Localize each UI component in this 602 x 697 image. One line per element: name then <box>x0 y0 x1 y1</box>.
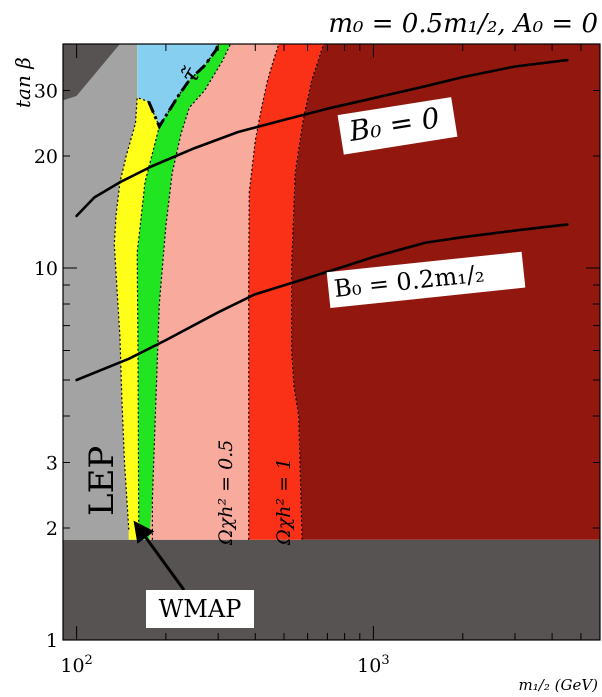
x-tick-label: 103 <box>357 653 389 677</box>
y-tick-label: 1 <box>46 630 58 652</box>
wmap-box <box>146 590 254 628</box>
region-omega-half-to-one <box>248 44 324 540</box>
y-tick-label: 20 <box>34 146 58 168</box>
region-stau <box>137 44 219 127</box>
y-tick-label: 2 <box>46 518 58 540</box>
plot-frame <box>62 43 601 641</box>
region-wmap <box>128 44 231 540</box>
boundary-wmap-left <box>136 44 219 540</box>
region-lep <box>63 44 138 540</box>
y-axis-label: tan β <box>11 57 35 108</box>
ticks-layer: 102 103 1 2 3 10 20 30 <box>34 43 600 677</box>
omega-half-label: Ωχh² = 0.5 <box>215 440 237 546</box>
boundary-omega-half <box>248 44 280 540</box>
series-line-b0-frac <box>75 223 569 382</box>
region-omega-lt-half <box>149 44 279 540</box>
y-tick-label: 10 <box>34 258 58 280</box>
boundary-wmap-right <box>151 44 232 540</box>
x-axis-label: m₁/₂ (GeV) <box>519 676 599 694</box>
stau-boundary-line <box>147 44 220 130</box>
regions-layer <box>63 44 600 640</box>
y-tick-label: 3 <box>46 453 58 475</box>
wmap-arrow <box>133 520 186 591</box>
boundaries-layer <box>113 44 325 540</box>
omega-one-label: Ωχh² = 1 <box>273 458 295 546</box>
lep-label: LEP <box>82 446 122 516</box>
x-tick-label: 102 <box>60 653 92 677</box>
b0-frac-box <box>326 251 526 309</box>
y-tick-label: 30 <box>34 81 58 103</box>
wmap-label: WMAP <box>159 595 242 623</box>
region-excluded-bottom <box>63 539 600 640</box>
region-excluded-top <box>63 44 120 101</box>
series-line-b0-zero <box>75 58 569 218</box>
chart-title: m₀ = 0.5m₁/₂, A₀ = 0 <box>328 9 598 39</box>
region-yellow <box>114 44 219 540</box>
curves-layer <box>75 58 569 382</box>
b0-zero-box <box>337 97 458 155</box>
